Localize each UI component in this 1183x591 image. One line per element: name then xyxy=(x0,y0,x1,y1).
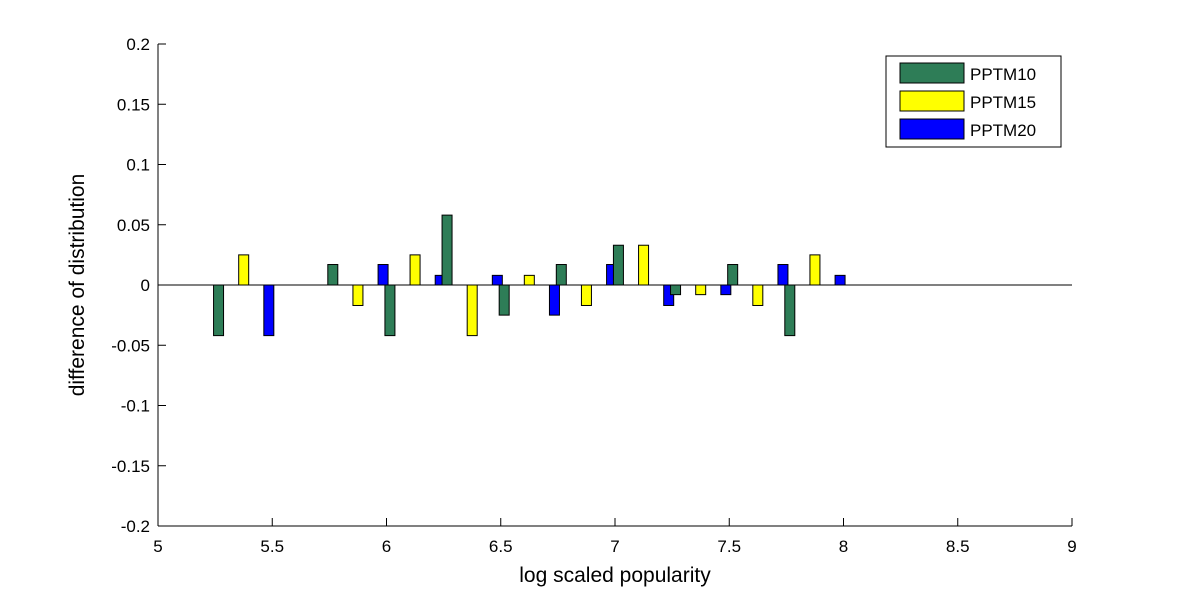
bars-layer xyxy=(213,214,846,337)
legend-swatch xyxy=(899,118,965,140)
y-tick-label: -0.05 xyxy=(111,336,150,355)
bar-pptm20 xyxy=(377,264,389,286)
x-tick-label: 9 xyxy=(1067,537,1076,556)
legend-label: PPTM15 xyxy=(970,93,1036,112)
bar-pptm15 xyxy=(352,284,364,306)
x-axis-title: log scaled popularity xyxy=(519,564,711,587)
bar-pptm20 xyxy=(777,264,789,286)
x-tick-label: 7.5 xyxy=(717,537,741,556)
y-tick-label: -0.15 xyxy=(111,457,150,476)
bar-pptm10 xyxy=(384,284,396,337)
bar-pptm15 xyxy=(695,284,707,296)
x-tick-label: 6.5 xyxy=(489,537,513,556)
bar-pptm10 xyxy=(727,264,739,286)
legend-swatch xyxy=(899,90,965,112)
x-tick-label: 5.5 xyxy=(260,537,284,556)
bar-pptm15 xyxy=(466,284,478,337)
bar-pptm15 xyxy=(752,284,764,306)
bar-pptm15 xyxy=(238,254,250,286)
bar-pptm10 xyxy=(498,284,510,316)
x-tick-label: 6 xyxy=(382,537,391,556)
bar-pptm10 xyxy=(327,264,339,286)
bar-pptm15 xyxy=(523,274,535,286)
y-tick-label: 0.05 xyxy=(117,216,150,235)
bar-pptm10 xyxy=(555,264,567,286)
y-tick-label: 0 xyxy=(141,276,150,295)
bar-pptm10 xyxy=(612,244,624,286)
bar-pptm20 xyxy=(491,274,503,286)
bar-pptm15 xyxy=(638,244,650,286)
bar-pptm15 xyxy=(409,254,421,286)
axes-layer: 5 5.5 6 6.5 7 7.5 8 8.5 9 -0.2 -0.15 -0.1 -0.05 0 0.05… xyxy=(111,35,1076,556)
legend: PPTM10 PPTM15 PPTM20 xyxy=(885,55,1062,148)
bar-pptm10 xyxy=(441,214,453,286)
legend-label: PPTM10 xyxy=(970,65,1036,84)
x-tick-label: 8 xyxy=(839,537,848,556)
x-tick-label: 8.5 xyxy=(946,537,970,556)
bar-pptm10 xyxy=(784,284,796,337)
bar-pptm10 xyxy=(213,284,225,337)
legend-label: PPTM20 xyxy=(970,121,1036,140)
y-tick-label: 0.2 xyxy=(126,35,150,54)
y-tick-label: -0.2 xyxy=(121,517,150,536)
bar-pptm20 xyxy=(720,284,732,296)
bar-pptm15 xyxy=(580,284,592,306)
bar-pptm10 xyxy=(670,284,682,296)
y-tick-label: 0.1 xyxy=(126,156,150,175)
x-tick-label: 7 xyxy=(610,537,619,556)
y-tick-label: -0.1 xyxy=(121,397,150,416)
bar-pptm15 xyxy=(809,254,821,286)
bar-pptm20 xyxy=(263,284,275,337)
bar-pptm20 xyxy=(548,284,560,316)
y-tick-label: 0.15 xyxy=(117,95,150,114)
bar-pptm20 xyxy=(834,274,846,286)
y-axis-title: difference of distribution xyxy=(66,174,89,397)
x-tick-label: 5 xyxy=(153,537,162,556)
legend-swatch xyxy=(899,62,965,84)
